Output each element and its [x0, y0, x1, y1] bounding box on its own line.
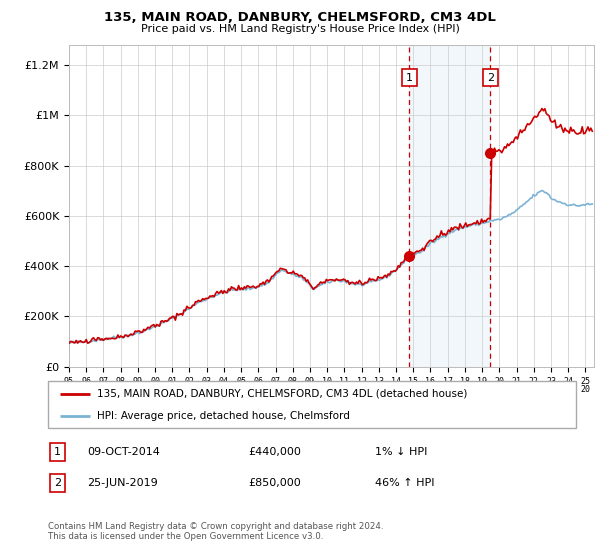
Text: 1: 1 [54, 447, 61, 456]
Text: 135, MAIN ROAD, DANBURY, CHELMSFORD, CM3 4DL: 135, MAIN ROAD, DANBURY, CHELMSFORD, CM3… [104, 11, 496, 24]
Text: Price paid vs. HM Land Registry's House Price Index (HPI): Price paid vs. HM Land Registry's House … [140, 24, 460, 34]
Text: 1: 1 [406, 72, 413, 82]
Text: HPI: Average price, detached house, Chelmsford: HPI: Average price, detached house, Chel… [97, 410, 349, 421]
Text: Contains HM Land Registry data © Crown copyright and database right 2024.
This d: Contains HM Land Registry data © Crown c… [48, 522, 383, 542]
Bar [409, 45, 490, 367]
Text: 135, MAIN ROAD, DANBURY, CHELMSFORD, CM3 4DL (detached house): 135, MAIN ROAD, DANBURY, CHELMSFORD, CM3… [97, 389, 467, 399]
Text: 25-JUN-2019: 25-JUN-2019 [88, 478, 158, 488]
Text: 2: 2 [54, 478, 61, 488]
Text: 2: 2 [487, 72, 494, 82]
Text: 09-OCT-2014: 09-OCT-2014 [88, 447, 160, 456]
Text: 1% ↓ HPI: 1% ↓ HPI [376, 447, 428, 456]
Text: £850,000: £850,000 [248, 478, 301, 488]
Text: 46% ↑ HPI: 46% ↑ HPI [376, 478, 435, 488]
Text: £440,000: £440,000 [248, 447, 302, 456]
